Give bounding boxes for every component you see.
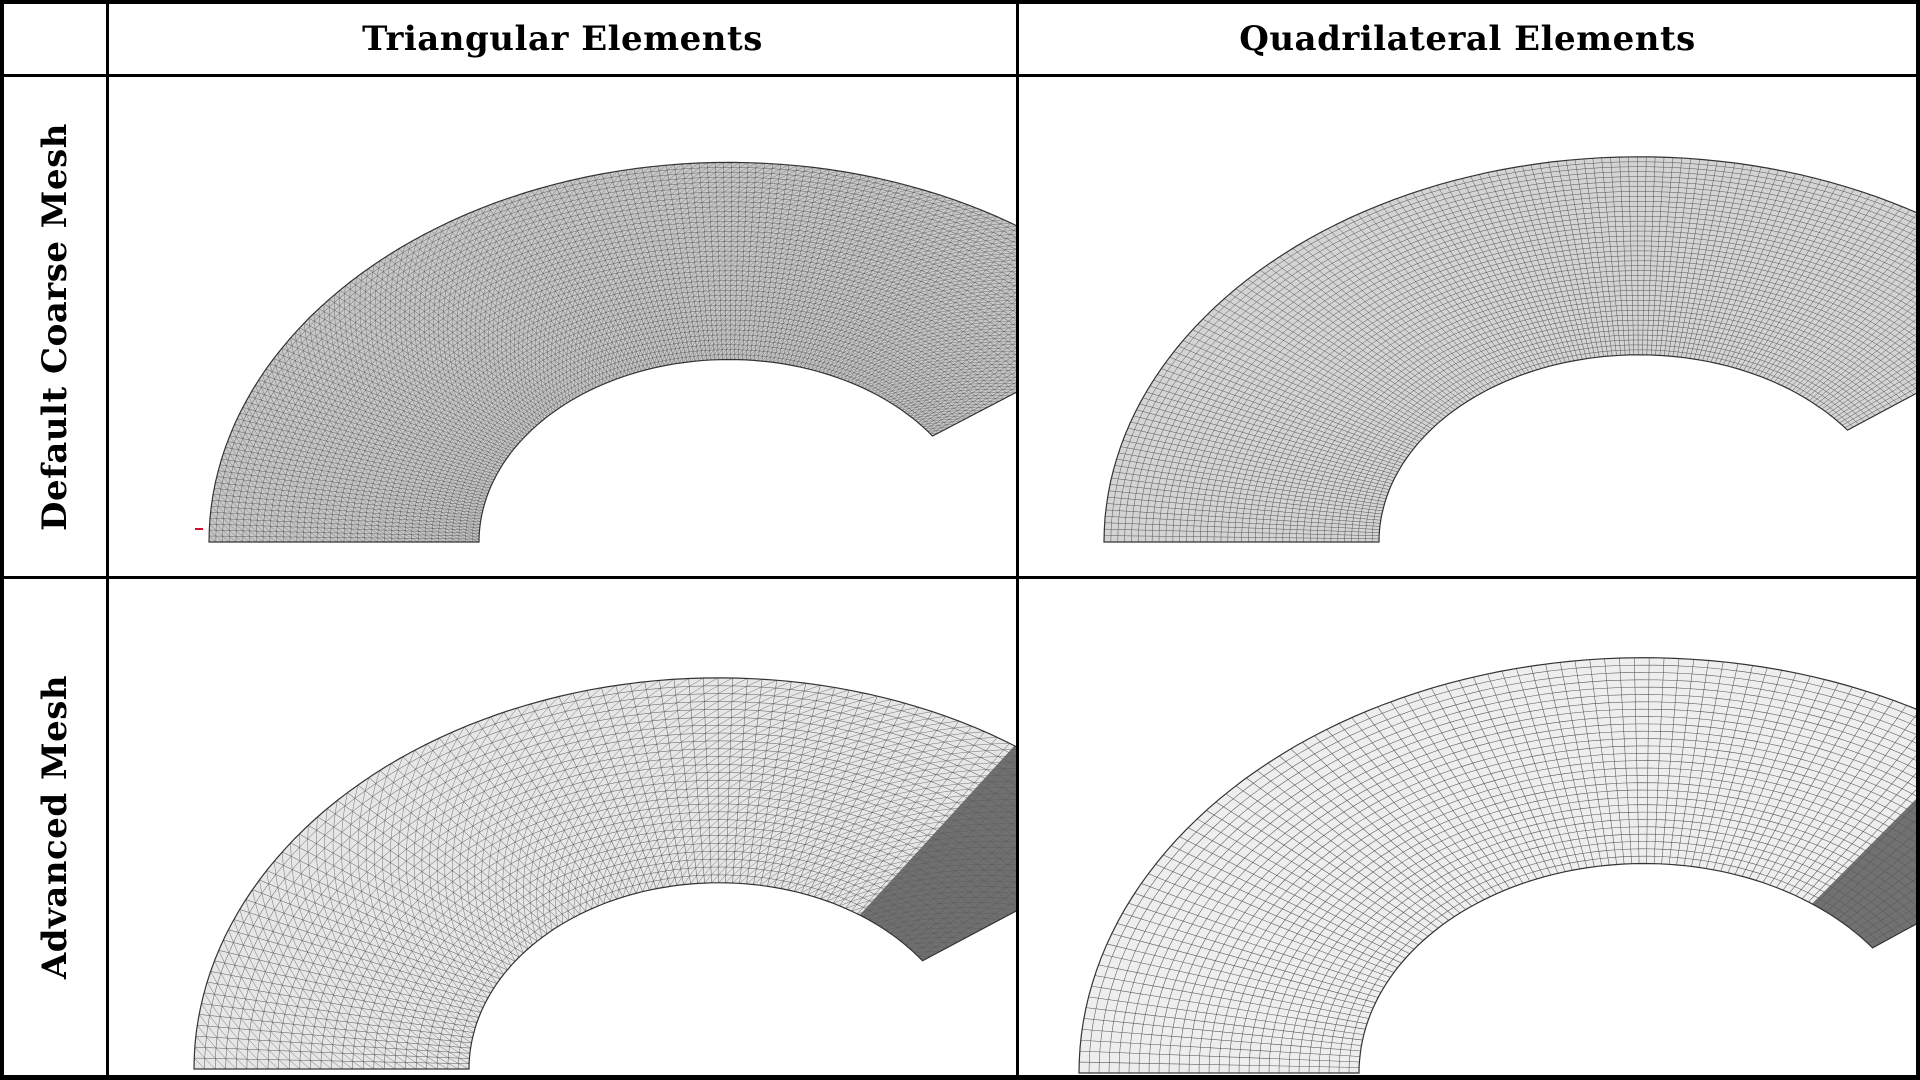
mesh-region	[1079, 657, 1916, 1073]
row-header-advanced: Advanced Mesh	[4, 579, 106, 1075]
table-border-top	[0, 0, 1920, 4]
table-border-rowheader	[106, 0, 109, 1080]
mesh-plot-quad-default	[1103, 156, 1916, 543]
mesh-cell-quad-advanced	[1019, 579, 1916, 1075]
row-header-default-coarse: Default Coarse Mesh	[4, 77, 106, 576]
row-header-advanced-label: Advanced Mesh	[35, 674, 76, 980]
mesh-plot-tri-advanced	[193, 677, 1016, 1070]
mesh-lines	[1104, 156, 1916, 543]
table-border-bottom	[0, 1075, 1920, 1080]
mesh-plot-tri-default	[195, 161, 1016, 543]
mesh-cell-tri-advanced	[109, 579, 1016, 1075]
table-border-middle	[0, 576, 1920, 579]
table-border-column	[1016, 0, 1019, 1080]
mesh-outline	[1103, 156, 1916, 543]
table-border-header	[0, 74, 1920, 77]
table-border-left	[0, 0, 4, 1080]
mesh-cell-quad-default	[1019, 77, 1916, 576]
table-border-right	[1916, 0, 1920, 1080]
mesh-region	[209, 162, 1016, 542]
mesh-outline	[1078, 657, 1916, 1074]
mesh-refined-tip	[1812, 799, 1916, 948]
mesh-refined-tip	[859, 745, 1016, 961]
mesh-plot-quad-advanced	[1078, 657, 1916, 1074]
column-header-quadrilateral: Quadrilateral Elements	[1239, 19, 1696, 59]
mesh-outline	[193, 677, 1016, 1070]
mesh-outline	[208, 161, 1016, 543]
row-header-default-coarse-label: Default Coarse Mesh	[35, 122, 75, 531]
mesh-cell-tri-default	[109, 77, 1016, 576]
mesh-lines	[209, 162, 1016, 543]
column-header-triangular: Triangular Elements	[362, 19, 763, 59]
